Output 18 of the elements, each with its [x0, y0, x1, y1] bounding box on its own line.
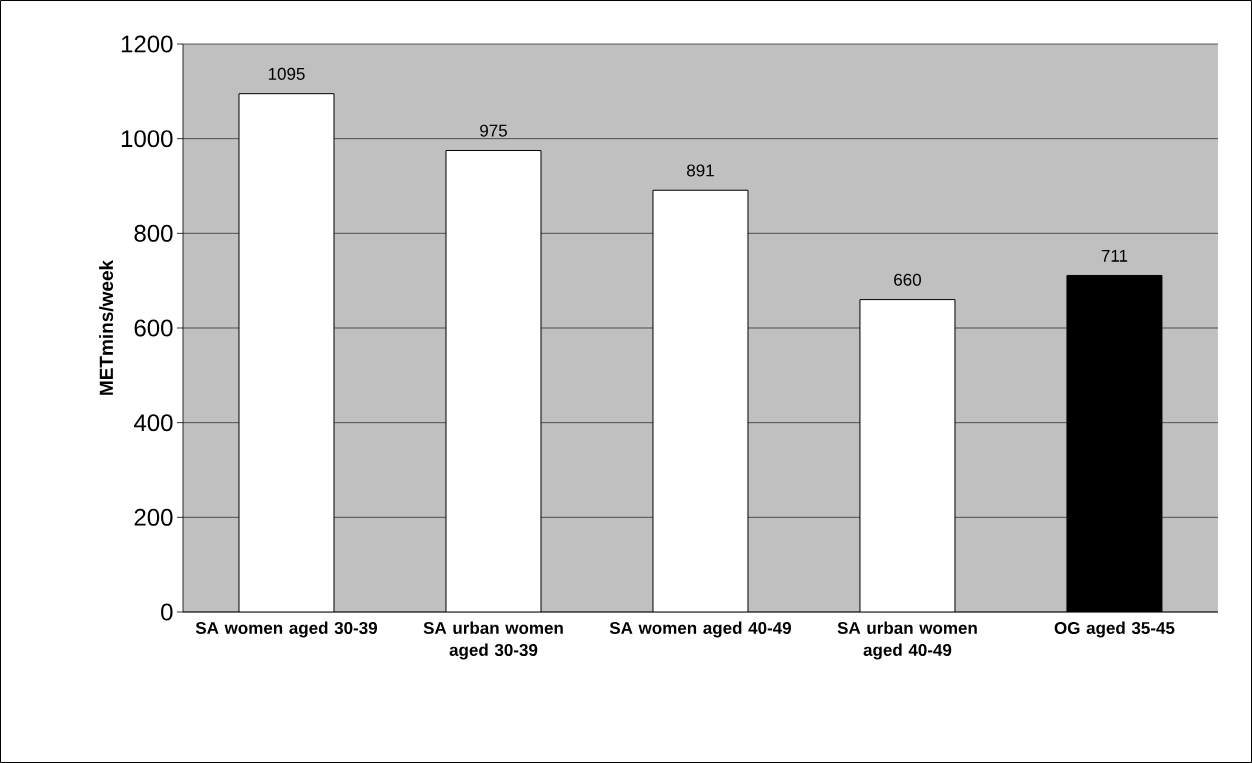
y-tick-label: 400 — [133, 414, 173, 432]
y-tick-label: 1000 — [121, 130, 173, 148]
x-tick-label: SA women aged 40-49 — [609, 621, 791, 638]
data-label: 711 — [1101, 249, 1128, 262]
data-label: 1095 — [268, 67, 305, 80]
x-tick-label: SA urban women aged 30-39 — [423, 621, 563, 660]
y-tick-label: 600 — [134, 319, 173, 337]
y-tick-label: 200 — [134, 508, 173, 526]
x-tick-label: SA urban women aged 40-49 — [837, 621, 977, 660]
y-axis-title: METmins/week — [99, 259, 114, 395]
x-tick-label: OG aged 35-45 — [1054, 621, 1175, 638]
data-label: 660 — [894, 273, 921, 286]
y-tick-label: 800 — [134, 224, 173, 242]
data-label: 891 — [687, 164, 714, 177]
y-tick-label: 1200 — [121, 35, 173, 53]
data-label: 975 — [480, 124, 507, 137]
x-tick-label: SA women aged 30-39 — [195, 621, 378, 638]
y-tick-label: 0 — [161, 603, 173, 621]
